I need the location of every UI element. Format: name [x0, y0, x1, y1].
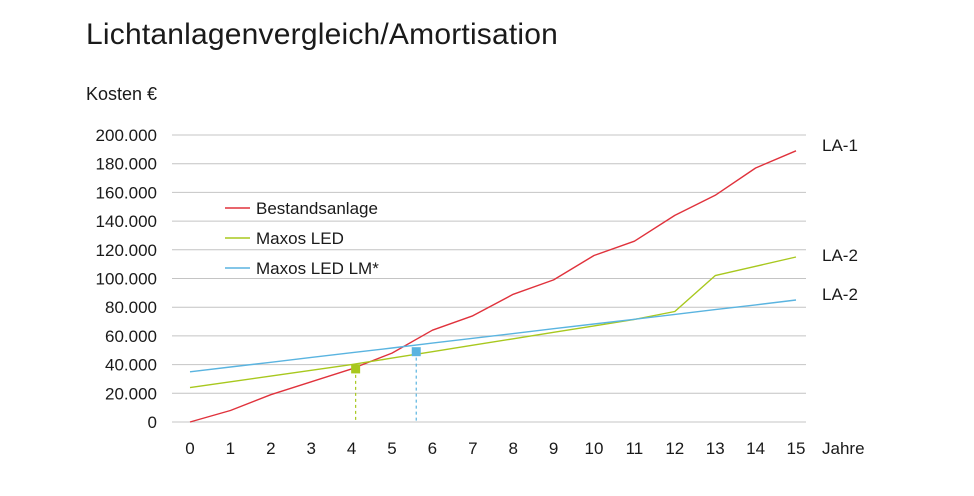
y-tick-label: 60.000 — [105, 327, 157, 346]
x-tick-label: 9 — [549, 439, 558, 458]
x-tick-label: 5 — [387, 439, 396, 458]
series-line — [189, 256, 797, 389]
marker-drop-lines — [355, 351, 417, 422]
x-tick-label: 4 — [347, 439, 356, 458]
series-lines — [189, 150, 797, 423]
x-tick-label: 0 — [185, 439, 194, 458]
y-tick-label: 180.000 — [96, 155, 157, 174]
y-tick-label: 140.000 — [96, 212, 157, 231]
series-end-label: LA-1 — [822, 136, 858, 155]
series-line — [189, 299, 797, 373]
x-tick-label: 12 — [665, 439, 684, 458]
y-tick-label: 80.000 — [105, 298, 157, 317]
series-end-label: LA-2 — [822, 285, 858, 304]
x-tick-label: 10 — [585, 439, 604, 458]
amortisation-markers — [351, 347, 421, 374]
x-tick-label: 2 — [266, 439, 275, 458]
x-tick-label: 14 — [746, 439, 765, 458]
x-tick-label: 3 — [306, 439, 315, 458]
y-axis-label: Kosten € — [86, 84, 158, 104]
x-tick-label: 1 — [226, 439, 235, 458]
x-tick-label: 11 — [626, 439, 644, 458]
x-tick-label: 15 — [787, 439, 806, 458]
x-tick-label: 8 — [508, 439, 517, 458]
x-tick-label: 7 — [468, 439, 477, 458]
y-tick-labels: 0 20.000 40.000 60.000 80.000 100.000 120.000 1… — [96, 126, 157, 432]
series-end-labels: LA-1 LA-2 LA-2 — [822, 136, 858, 304]
gridlines — [172, 134, 806, 423]
legend-label: Maxos LED LM* — [256, 259, 379, 278]
y-tick-label: 40.000 — [105, 356, 157, 375]
x-tick-label: 6 — [428, 439, 437, 458]
y-tick-label: 120.000 — [96, 241, 157, 260]
y-tick-label: 160.000 — [96, 183, 157, 202]
x-tick-labels: 0 1 2 3 4 5 6 7 8 9 10 11 12 13 14 15 Jahre — [185, 439, 864, 458]
legend-label: Bestandsanlage — [256, 199, 378, 218]
series-end-label: LA-2 — [822, 246, 858, 265]
marker-point — [351, 364, 361, 374]
legend-label: Maxos LED — [256, 229, 344, 248]
y-tick-label: 20.000 — [105, 384, 157, 403]
marker-point — [411, 347, 421, 357]
x-axis-label: Jahre — [822, 439, 865, 458]
y-tick-label: 200.000 — [96, 126, 157, 145]
y-tick-label: 0 — [148, 413, 157, 432]
y-tick-label: 100.000 — [96, 270, 157, 289]
x-tick-label: 13 — [706, 439, 725, 458]
series-line — [189, 150, 797, 423]
legend: Bestandsanlage Maxos LED Maxos LED LM* — [225, 199, 379, 278]
chart-title: Lichtanlagenvergleich/Amortisation — [86, 18, 559, 51]
